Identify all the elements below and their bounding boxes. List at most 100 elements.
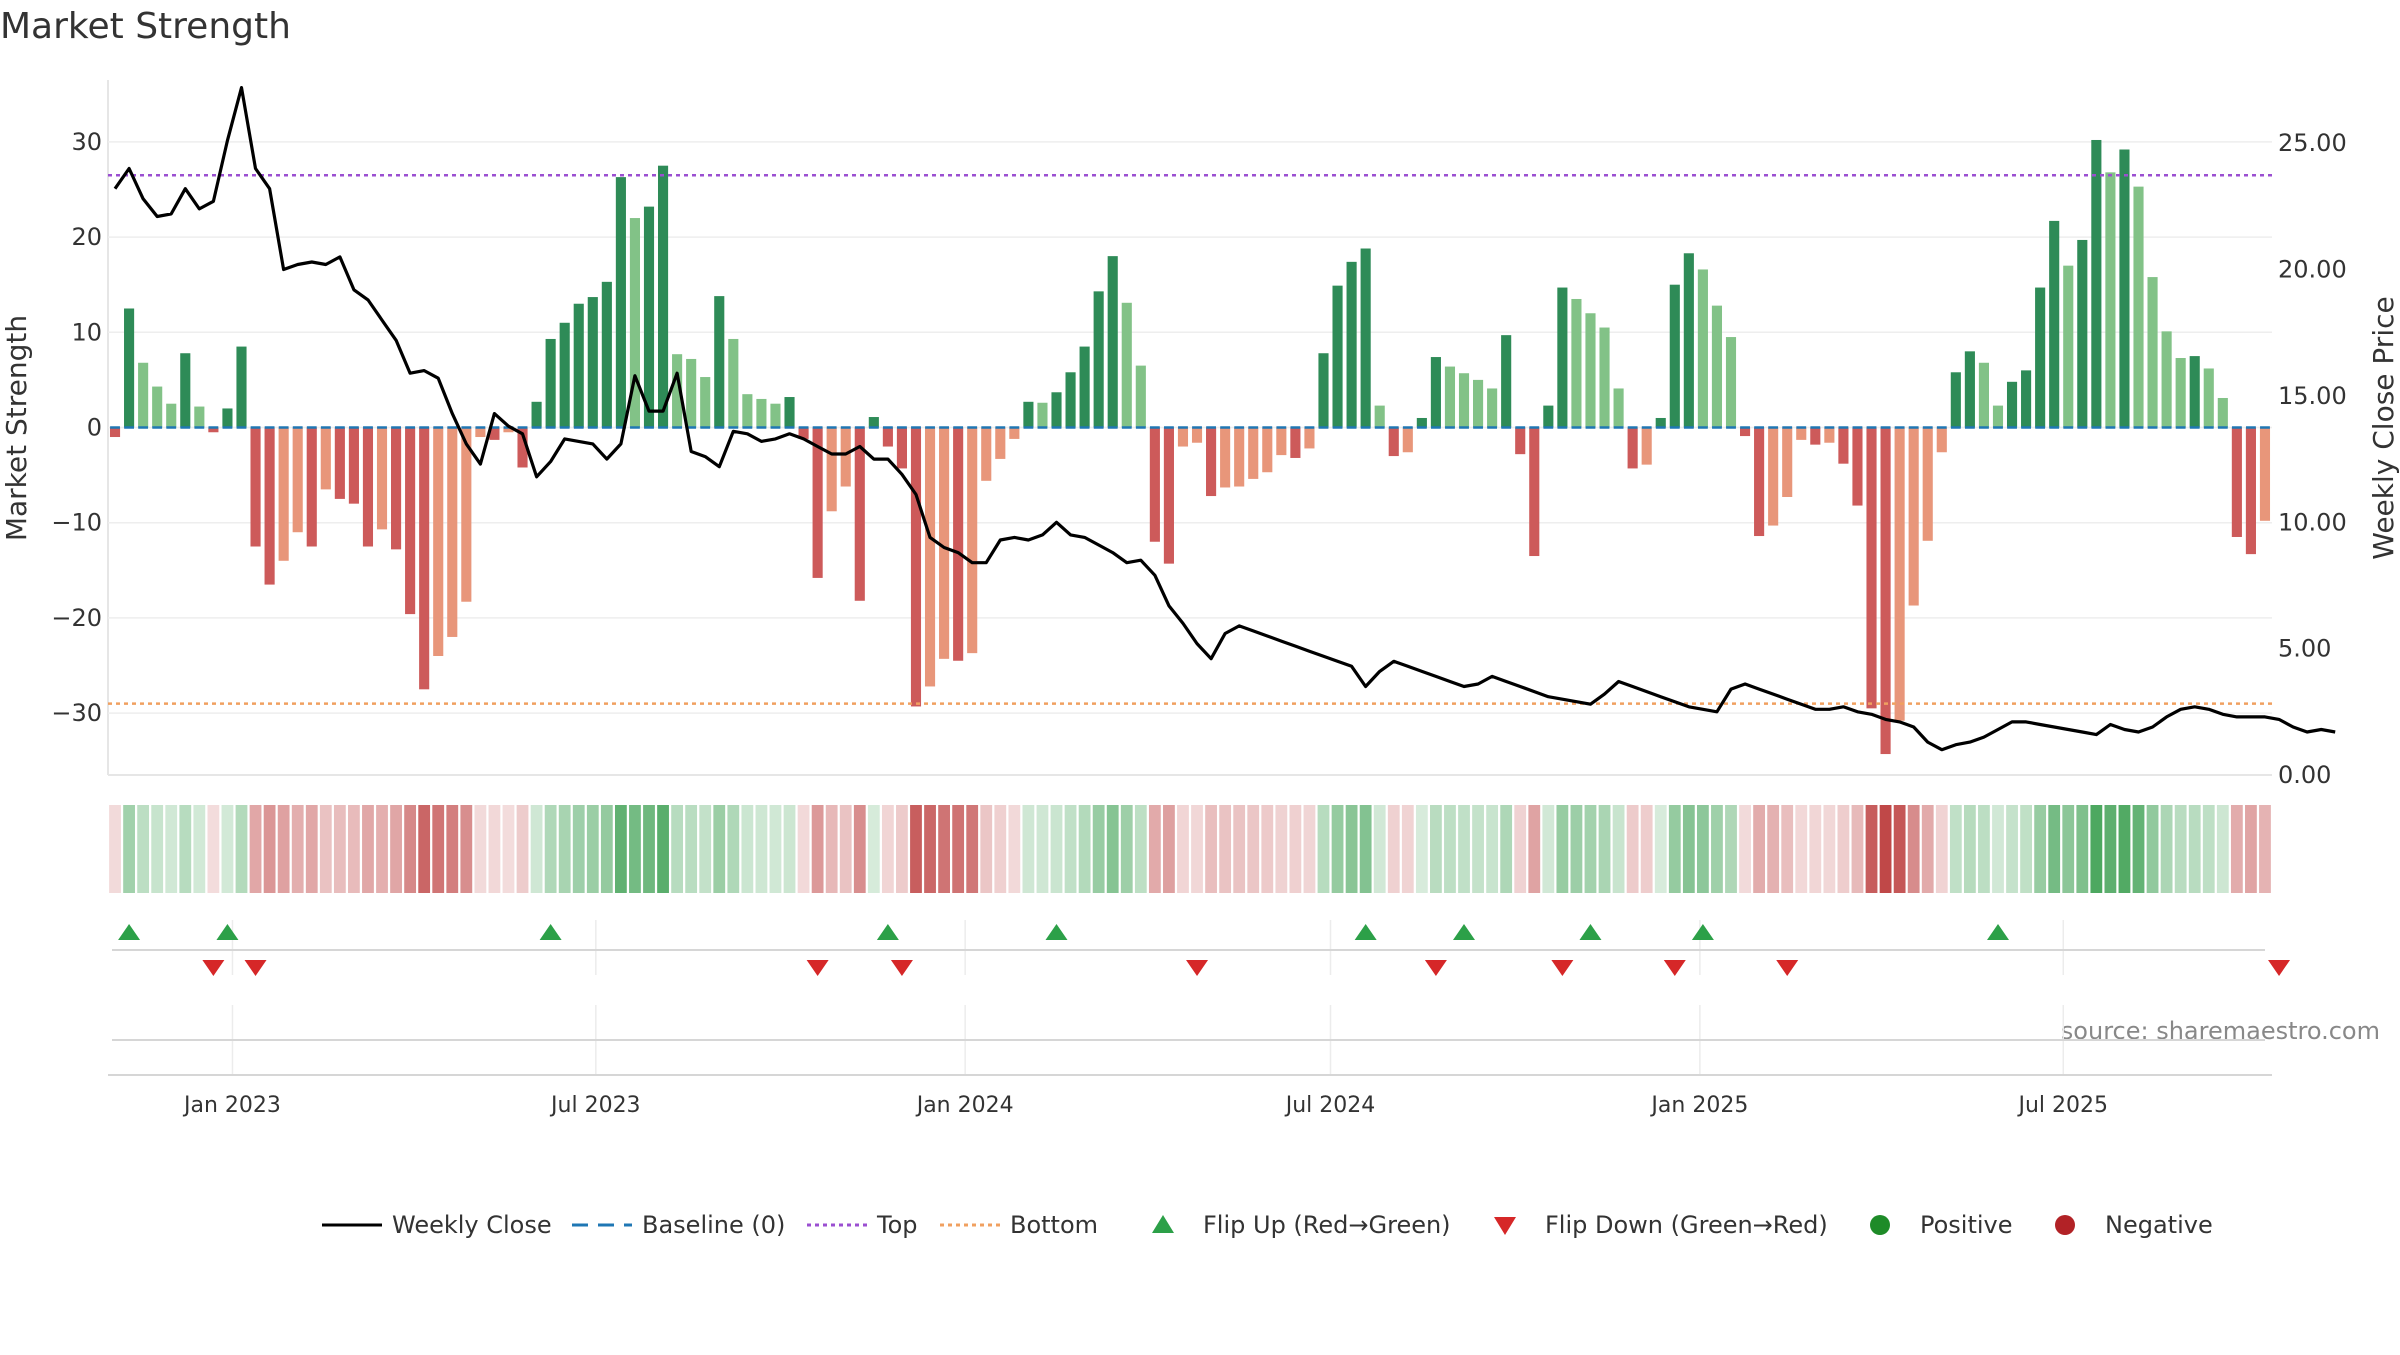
strength-bar <box>1318 353 1329 428</box>
flip-down-marker <box>202 960 225 976</box>
heat-cell <box>1598 805 1611 893</box>
flip-down-marker <box>890 960 913 976</box>
heat-cell <box>1963 805 1976 893</box>
legend-label: Weekly Close <box>392 1211 552 1239</box>
strength-bar <box>657 165 669 428</box>
strength-bar <box>939 427 950 659</box>
heat-cell <box>2132 805 2145 893</box>
strength-bar <box>166 403 177 428</box>
strength-bar <box>1992 405 2004 428</box>
heat-cell <box>699 805 712 893</box>
heat-cell <box>797 805 810 893</box>
legend: Weekly Close Baseline (0) Top Bottom Flip Up… <box>322 1211 2213 1239</box>
strength-bar <box>1290 427 1301 458</box>
heat-cell <box>1373 805 1386 893</box>
strength-bar <box>2203 368 2214 428</box>
strength-bar <box>1711 305 1723 428</box>
heat-cell <box>1148 805 1161 893</box>
strength-bar <box>391 427 402 550</box>
heat-cell <box>1303 805 1316 893</box>
strength-bar <box>686 358 697 428</box>
heat-cell <box>1978 805 1990 893</box>
heat-cell <box>839 805 852 893</box>
strength-bar <box>1964 351 1975 428</box>
flip-markers <box>118 924 2291 976</box>
heat-cell <box>1233 805 1246 893</box>
heat-cell <box>2076 805 2089 893</box>
heat-strip <box>109 805 2271 893</box>
y-tick-label: −20 <box>51 604 102 632</box>
strength-bar <box>854 427 865 601</box>
heat-cell <box>2146 805 2159 893</box>
heat-cell <box>727 805 740 893</box>
heat-cell <box>1036 805 1049 893</box>
strength-bar <box>1725 337 1737 428</box>
heat-cell <box>853 805 866 893</box>
y-tick-label: −30 <box>51 699 102 727</box>
heat-cell <box>1823 805 1836 893</box>
heat-cell <box>2174 805 2187 893</box>
heat-cell <box>530 805 543 893</box>
heat-cell <box>291 805 304 893</box>
heat-cell <box>1430 805 1442 893</box>
flip-up-marker <box>118 924 141 940</box>
strength-bar <box>461 427 472 602</box>
flip-up-marker <box>1453 924 1476 940</box>
strength-bar <box>1135 365 1146 428</box>
strength-bar <box>2063 265 2074 428</box>
legend-swatch <box>1870 1215 1890 1235</box>
strength-bar <box>447 427 458 637</box>
heat-cell <box>769 805 782 893</box>
strength-bar <box>643 206 655 428</box>
strength-bar <box>376 427 388 530</box>
strength-bar <box>1838 427 1849 464</box>
heat-cell <box>741 805 754 893</box>
heat-cell <box>614 805 627 893</box>
heat-cell <box>1205 805 1217 893</box>
strength-bar <box>1276 427 1287 456</box>
heat-cell <box>1865 805 1878 893</box>
strength-bar <box>2231 427 2242 537</box>
heat-cell <box>1289 805 1302 893</box>
x-tick-label: Jul 2025 <box>2016 1093 2108 1118</box>
heat-cell <box>1809 805 1822 893</box>
strength-bars <box>109 139 2271 755</box>
heat-cell <box>881 805 894 893</box>
legend-label: Flip Up (Red→Green) <box>1203 1211 1451 1239</box>
strength-bar <box>2189 356 2200 428</box>
heat-cell <box>867 805 880 893</box>
strength-bar <box>1149 427 1160 542</box>
strength-bar <box>1585 313 1596 428</box>
heat-cell <box>1500 805 1513 893</box>
strength-bar <box>1641 427 1652 465</box>
strength-bar <box>433 427 444 656</box>
heat-cell <box>2006 805 2018 893</box>
strength-bar <box>1388 427 1399 457</box>
heat-cell <box>544 805 557 893</box>
strength-bar <box>1810 427 1821 445</box>
heat-cell <box>207 805 220 893</box>
heat-cell <box>1837 805 1850 893</box>
flip-down-marker <box>1424 960 1447 976</box>
heat-cell <box>2104 805 2117 893</box>
strength-bar <box>1458 373 1470 428</box>
strength-bar <box>1501 335 1512 428</box>
strength-bar <box>1248 427 1259 479</box>
x-tick-label: Jan 2024 <box>915 1093 1014 1118</box>
heat-cell <box>418 805 431 893</box>
strength-bar <box>1599 327 1610 428</box>
strength-bar <box>2161 331 2172 428</box>
heat-cell <box>1654 805 1667 893</box>
heat-cell <box>2090 805 2103 893</box>
strength-bar <box>2049 220 2060 428</box>
y-tick-label: 30 <box>71 128 102 156</box>
strength-bar <box>798 427 809 439</box>
strength-bar <box>1346 261 1357 428</box>
heat-cell <box>2259 805 2271 893</box>
strength-bar <box>573 303 584 428</box>
heat-cell <box>980 805 993 893</box>
strength-bar <box>1739 427 1751 437</box>
strength-bar <box>967 427 978 654</box>
strength-bar <box>236 346 247 428</box>
strength-bar <box>1894 427 1905 721</box>
